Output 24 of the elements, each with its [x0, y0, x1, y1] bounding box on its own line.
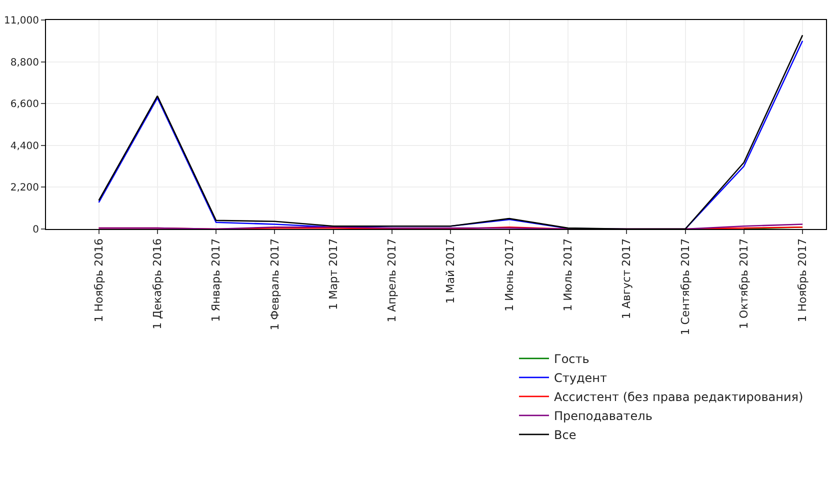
legend-label: Ассистент (без права редактирования) — [554, 390, 804, 404]
y-tick-label: 8,800 — [10, 57, 39, 68]
legend-label: Студент — [554, 371, 607, 386]
x-tick-label: 1 Сентябрь 2017 — [678, 238, 692, 336]
x-tick-label: 1 Июнь 2017 — [502, 238, 516, 312]
x-tick-label: 1 Октябрь 2017 — [737, 238, 750, 329]
legend-label: Преподаватель — [554, 409, 652, 424]
x-tick-label: 1 Май 2017 — [444, 238, 458, 304]
legend-label: Гость — [554, 352, 590, 366]
x-tick-label: 1 Январь 2017 — [210, 238, 223, 322]
x-tick-label: 1 Декабрь 2016 — [151, 238, 164, 330]
y-tick-label: 4,400 — [10, 140, 39, 152]
y-tick-label: 11,000 — [4, 16, 39, 26]
x-tick-label: 1 Ноябрь 2016 — [92, 238, 106, 322]
x-tick-label: 1 Апрель 2017 — [386, 238, 399, 322]
x-tick-label: 1 Февраль 2017 — [268, 238, 282, 330]
legend-label: Все — [554, 428, 576, 442]
y-tick-label: 6,600 — [10, 99, 39, 110]
y-tick-label: 2,200 — [10, 182, 39, 194]
y-tick-label: 0 — [32, 224, 39, 236]
x-tick-label: 1 Август 2017 — [620, 238, 634, 320]
x-tick-label: 1 Март 2017 — [326, 238, 340, 310]
x-tick-label: 1 Ноябрь 2017 — [796, 238, 810, 322]
x-tick-label: 1 Июль 2017 — [562, 238, 575, 312]
